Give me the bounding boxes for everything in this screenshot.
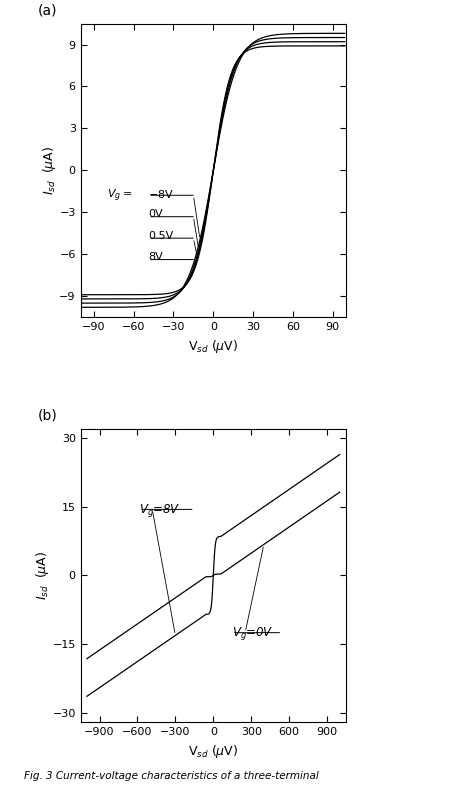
Text: (b): (b) [38, 409, 58, 423]
Text: $V_g$=8V: $V_g$=8V [139, 502, 181, 519]
Text: $-$8V: $-$8V [148, 188, 174, 200]
Text: 8V: 8V [148, 252, 163, 262]
Text: 0.5V: 0.5V [148, 231, 173, 241]
Text: Fig. 3 Current-voltage characteristics of a three-terminal: Fig. 3 Current-voltage characteristics o… [24, 771, 319, 781]
Y-axis label: $I_{sd}$  ($\mu$A): $I_{sd}$ ($\mu$A) [41, 146, 58, 195]
X-axis label: V$_{sd}$ ($\mu$V): V$_{sd}$ ($\mu$V) [188, 338, 238, 355]
Text: $V_g$=0V: $V_g$=0V [232, 626, 273, 642]
Text: (a): (a) [38, 4, 58, 18]
Text: $V_g=$: $V_g=$ [107, 188, 132, 204]
Text: 0V: 0V [148, 210, 163, 219]
Y-axis label: $I_{sd}$  ($\mu$A): $I_{sd}$ ($\mu$A) [34, 551, 51, 600]
X-axis label: V$_{sd}$ ($\mu$V): V$_{sd}$ ($\mu$V) [188, 743, 238, 760]
